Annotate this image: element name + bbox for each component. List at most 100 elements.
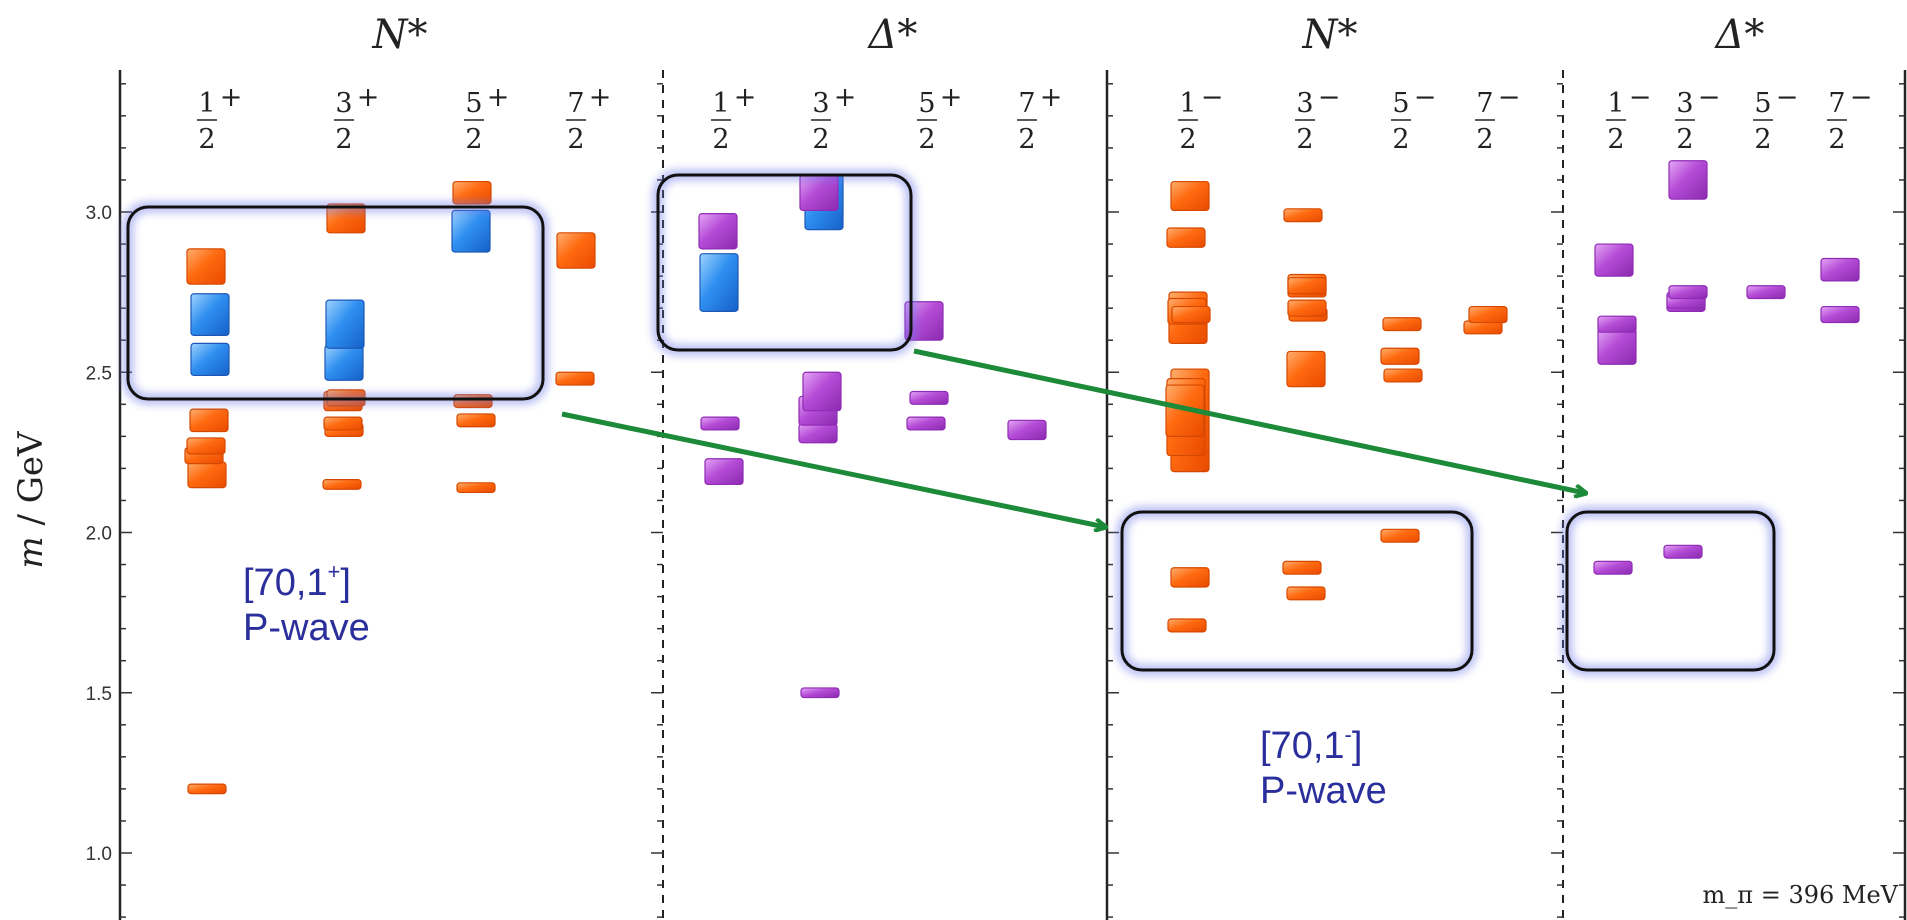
state-box	[186, 437, 226, 455]
state-box	[909, 390, 949, 405]
jp-parity: +	[589, 82, 612, 113]
jp-denominator: 2	[1607, 124, 1624, 155]
ann-p-plus-line1: [70,1+]	[243, 559, 351, 604]
state-box	[324, 344, 364, 381]
arrow-nstar	[561, 411, 1105, 527]
jp-parity: +	[834, 82, 857, 113]
state-box	[798, 422, 838, 444]
jp-numerator: 3	[1296, 88, 1313, 119]
jp-parity: −	[1318, 82, 1341, 113]
jp-numerator: 1	[1607, 88, 1624, 119]
state-box	[1287, 299, 1327, 317]
y-axis-label-unit: / GeV	[11, 430, 51, 536]
ann-p-minus-line1: [70,1-]	[1260, 722, 1362, 767]
jp-denominator: 2	[1179, 124, 1196, 155]
jp-numerator: 7	[1476, 88, 1493, 119]
ann-sup: -	[1345, 722, 1352, 747]
jp-parity: +	[1040, 82, 1063, 113]
pion-mass-note: m_π = 396 MeV	[1703, 881, 1899, 909]
jp-parity: +	[734, 82, 757, 113]
state-box	[1380, 528, 1420, 543]
state-box	[322, 479, 362, 490]
jp-header: 1 2−	[1178, 82, 1223, 155]
jp-numerator: 1	[1179, 88, 1196, 119]
panel-title: Δ*	[1714, 12, 1765, 58]
jp-numerator: 5	[465, 88, 482, 119]
jp-header: 5 2−	[1753, 82, 1798, 155]
state-box	[556, 232, 596, 269]
state-box	[699, 253, 739, 312]
state-box	[1287, 277, 1327, 295]
y-tick-label: 1.5	[86, 684, 112, 705]
state-box	[1597, 315, 1637, 333]
state-box	[1167, 618, 1207, 633]
jp-denominator: 2	[712, 124, 729, 155]
state-box	[1593, 560, 1633, 575]
hl-box-nstar-plus	[126, 205, 545, 401]
ann-text-end: ]	[340, 562, 351, 604]
jp-numerator: 1	[712, 88, 729, 119]
state-box	[1668, 285, 1708, 300]
state-box	[1597, 328, 1637, 365]
jp-denominator: 2	[567, 124, 584, 155]
state-box	[906, 416, 946, 431]
ann-text-end: ]	[1352, 725, 1363, 767]
y-tick-label: 3.0	[86, 203, 112, 224]
state-box	[187, 783, 227, 795]
jp-header: 5 2+	[464, 82, 509, 155]
hl-box-delta-minus-glow	[1561, 506, 1780, 676]
hl-box-nstar-minus	[1120, 510, 1474, 672]
jp-denominator: 2	[1392, 124, 1409, 155]
state-box	[323, 416, 363, 431]
jp-numerator: 3	[335, 88, 352, 119]
jp-parity: −	[1498, 82, 1521, 113]
state-box	[1668, 160, 1708, 200]
jp-header: 1 2−	[1606, 82, 1651, 155]
jp-numerator: 5	[1754, 88, 1771, 119]
ann-sup: +	[328, 559, 341, 584]
hl-box-delta-plus-glow	[652, 169, 917, 356]
jp-denominator: 2	[1828, 124, 1845, 155]
jp-header: 7 2−	[1475, 82, 1520, 155]
jp-denominator: 2	[1754, 124, 1771, 155]
y-tick-label: 2.5	[86, 363, 112, 384]
state-box	[1820, 305, 1860, 324]
state-box	[187, 461, 227, 489]
jp-denominator: 2	[1296, 124, 1313, 155]
jp-parity: +	[357, 82, 380, 113]
jp-parity: −	[1629, 82, 1652, 113]
y-axis-label-var: m	[11, 536, 51, 568]
state-box	[1282, 560, 1322, 575]
state-box	[190, 293, 230, 336]
arrow-delta	[913, 348, 1585, 493]
jp-parity: +	[940, 82, 963, 113]
state-box	[800, 687, 840, 699]
state-box	[802, 371, 842, 412]
hl-box-delta-plus	[656, 173, 913, 352]
jp-header: 3 2+	[334, 82, 379, 155]
hl-box-delta-minus	[1565, 510, 1776, 672]
jp-numerator: 3	[812, 88, 829, 119]
jp-numerator: 7	[1018, 88, 1035, 119]
state-box	[456, 413, 496, 428]
jp-denominator: 2	[335, 124, 352, 155]
jp-parity: −	[1776, 82, 1799, 113]
jp-denominator: 2	[812, 124, 829, 155]
marks-group	[184, 160, 1860, 795]
jp-header: 3 2−	[1295, 82, 1340, 155]
jp-header: 1 2+	[711, 82, 756, 155]
state-box	[1170, 567, 1210, 588]
jp-numerator: 3	[1676, 88, 1693, 119]
jp-header: 7 2+	[1017, 82, 1062, 155]
jp-parity: −	[1201, 82, 1224, 113]
state-box	[1166, 227, 1206, 248]
state-box	[1380, 347, 1420, 365]
state-box	[1283, 208, 1323, 223]
state-box	[1007, 419, 1047, 441]
jp-header: 1 2+	[197, 82, 242, 155]
state-box	[1820, 257, 1860, 282]
ann-p-minus-line2: P-wave	[1260, 770, 1387, 812]
jp-header: 5 2−	[1391, 82, 1436, 155]
